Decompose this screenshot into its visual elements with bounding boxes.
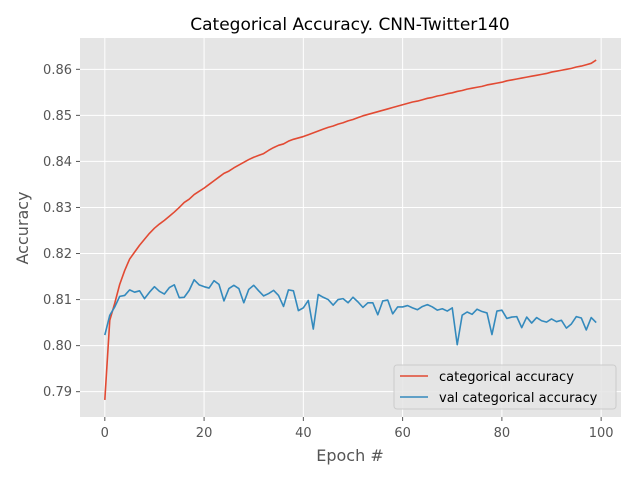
x-tick-label: 20 (196, 426, 213, 441)
chart-title: Categorical Accuracy. CNN-Twitter140 (190, 15, 510, 35)
x-axis-label: Epoch # (316, 446, 383, 465)
x-tick-label: 40 (295, 426, 312, 441)
x-tick-label: 100 (589, 426, 614, 441)
y-tick-label: 0.86 (43, 63, 72, 78)
y-tick-label: 0.83 (43, 201, 72, 216)
y-axis-ticks: 0.79 0.80 0.81 0.82 0.83 0.84 0.85 0.86 (43, 63, 80, 400)
x-tick-label: 60 (394, 426, 411, 441)
x-tick-label: 80 (494, 426, 511, 441)
y-tick-label: 0.85 (43, 109, 72, 124)
y-tick-label: 0.84 (43, 155, 72, 170)
x-tick-label: 0 (101, 426, 109, 441)
y-axis-label: Accuracy (13, 191, 32, 264)
y-tick-label: 0.82 (43, 247, 72, 262)
y-tick-label: 0.80 (43, 339, 72, 354)
legend: categorical accuracy val categorical acc… (393, 364, 617, 410)
series-line-val-categorical-accuracy (104, 278, 597, 346)
series-layer (104, 59, 597, 401)
y-tick-label: 0.79 (43, 385, 72, 400)
x-axis-ticks: 0 20 40 60 80 100 (101, 417, 614, 441)
plot-background (80, 38, 621, 417)
grid-vertical (104, 38, 602, 417)
y-tick-label: 0.81 (43, 293, 72, 308)
legend-label-val-categorical-accuracy: val categorical accuracy (439, 391, 598, 406)
legend-label-categorical-accuracy: categorical accuracy (439, 370, 574, 385)
legend-box (393, 364, 617, 410)
series-line-categorical-accuracy (104, 59, 597, 401)
